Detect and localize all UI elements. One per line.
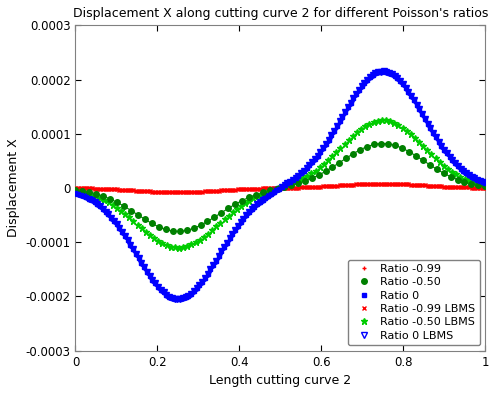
Ratio -0.99 bbox=[174, 190, 180, 195]
Ratio -0.99 LBMS bbox=[482, 186, 488, 190]
Title: Displacement X along cutting curve 2 for different Poisson's ratios: Displacement X along cutting curve 2 for… bbox=[73, 7, 488, 20]
Ratio -0.99 bbox=[238, 187, 244, 191]
Ratio 0 LBMS bbox=[210, 263, 216, 268]
Ratio -0.99 LBMS bbox=[290, 185, 296, 190]
Ratio 0 bbox=[72, 190, 78, 195]
Ratio -0.99 bbox=[210, 189, 216, 193]
Ratio -0.50 LBMS bbox=[321, 162, 327, 166]
Ratio -0.99 LBMS bbox=[238, 187, 244, 191]
Ratio 0 LBMS bbox=[290, 177, 296, 182]
Ratio 0 LBMS bbox=[359, 84, 365, 89]
Ratio -0.50 bbox=[197, 223, 203, 228]
Line: Ratio -0.50 LBMS: Ratio -0.50 LBMS bbox=[72, 117, 489, 251]
Ratio -0.50 LBMS bbox=[457, 174, 463, 179]
Ratio -0.50 LBMS bbox=[176, 245, 182, 250]
Ratio -0.50 LBMS bbox=[482, 182, 488, 187]
Ratio 0 LBMS bbox=[238, 220, 244, 225]
Ratio -0.99 LBMS bbox=[210, 189, 216, 193]
Y-axis label: Displacement X: Displacement X bbox=[7, 139, 20, 237]
Ratio 0 bbox=[174, 297, 180, 301]
Ratio -0.99 bbox=[482, 186, 488, 190]
Ratio 0 LBMS bbox=[174, 297, 180, 301]
Line: Ratio -0.99: Ratio -0.99 bbox=[73, 181, 488, 195]
Ratio -0.50 bbox=[142, 217, 148, 222]
Ratio 0 bbox=[238, 220, 244, 225]
Ratio 0 LBMS bbox=[307, 163, 312, 168]
Ratio -0.50 bbox=[184, 228, 189, 233]
Ratio -0.99 bbox=[307, 185, 312, 190]
Ratio -0.99 bbox=[416, 183, 422, 188]
Ratio -0.50 bbox=[177, 229, 183, 234]
Ratio 0 LBMS bbox=[482, 180, 488, 185]
Line: Ratio -0.50: Ratio -0.50 bbox=[73, 141, 488, 234]
Legend: Ratio -0.99, Ratio -0.50, Ratio 0, Ratio -0.99 LBMS, Ratio -0.50 LBMS, Ratio 0 L: Ratio -0.99, Ratio -0.50, Ratio 0, Ratio… bbox=[348, 260, 480, 345]
Ratio -0.99 LBMS bbox=[174, 190, 180, 195]
Ratio -0.50 LBMS bbox=[151, 236, 157, 241]
Ratio 0 bbox=[359, 84, 365, 89]
Ratio 0 bbox=[380, 69, 386, 74]
Ratio -0.99 bbox=[290, 185, 296, 190]
Ratio 0 LBMS bbox=[416, 107, 422, 112]
Ratio -0.50 bbox=[336, 160, 342, 165]
Ratio -0.99 LBMS bbox=[307, 185, 312, 190]
Ratio 0 LBMS bbox=[72, 190, 78, 195]
Ratio -0.50 LBMS bbox=[288, 182, 294, 186]
Ratio -0.50 LBMS bbox=[379, 118, 385, 123]
Ratio -0.50 LBMS bbox=[168, 244, 174, 249]
Ratio -0.50 LBMS bbox=[72, 188, 78, 193]
Ratio -0.50 bbox=[211, 215, 217, 219]
Ratio -0.99 bbox=[380, 181, 386, 186]
Ratio -0.50 bbox=[482, 184, 488, 188]
Ratio 0 LBMS bbox=[380, 69, 386, 74]
Line: Ratio -0.99 LBMS: Ratio -0.99 LBMS bbox=[73, 181, 488, 195]
Line: Ratio 0: Ratio 0 bbox=[73, 69, 488, 301]
Ratio -0.50 bbox=[378, 141, 384, 146]
Ratio -0.50 bbox=[72, 188, 78, 192]
X-axis label: Length cutting curve 2: Length cutting curve 2 bbox=[209, 374, 352, 387]
Ratio -0.99 LBMS bbox=[359, 182, 365, 186]
Ratio 0 bbox=[210, 263, 216, 268]
Ratio -0.99 bbox=[72, 186, 78, 191]
Ratio 0 bbox=[416, 107, 422, 112]
Ratio -0.99 bbox=[359, 182, 365, 186]
Ratio 0 bbox=[307, 163, 312, 168]
Ratio -0.99 LBMS bbox=[72, 186, 78, 191]
Ratio -0.50 bbox=[218, 210, 224, 215]
Ratio -0.50 LBMS bbox=[470, 180, 476, 184]
Ratio 0 bbox=[290, 177, 296, 182]
Ratio 0 bbox=[482, 180, 488, 185]
Ratio -0.99 LBMS bbox=[416, 183, 422, 188]
Line: Ratio 0 LBMS: Ratio 0 LBMS bbox=[73, 69, 488, 302]
Ratio -0.99 LBMS bbox=[380, 181, 386, 186]
